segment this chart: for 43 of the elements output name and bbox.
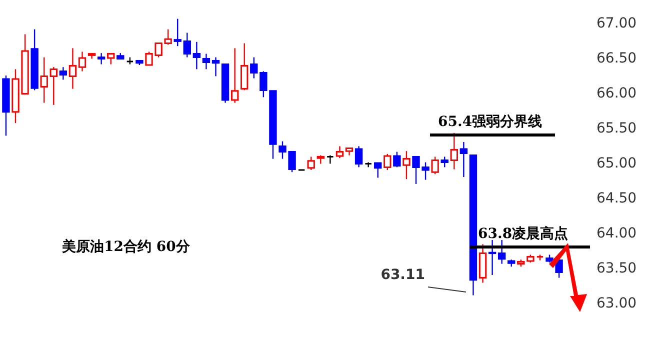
candlestick	[107, 53, 115, 65]
candlestick	[230, 48, 239, 104]
candlestick	[68, 48, 77, 90]
y-tick-label: 66.50	[596, 50, 637, 66]
candlestick	[354, 146, 363, 168]
candlestick	[431, 156, 439, 175]
candlestick	[460, 141, 468, 178]
candlestick	[212, 56, 220, 77]
candlestick	[440, 156, 448, 168]
candlestick	[192, 41, 201, 70]
candlestick	[384, 153, 392, 171]
candlestick	[59, 66, 68, 80]
y-tick-label: 65.50	[596, 120, 637, 136]
y-tick-label: 66.00	[596, 86, 637, 102]
y-tick-label: 65.00	[596, 156, 637, 172]
candlestick	[393, 151, 401, 168]
candlestick	[250, 56, 258, 79]
candlestick	[202, 53, 210, 70]
candlestick	[40, 56, 48, 104]
y-tick-label: 67.00	[596, 16, 637, 32]
candlestick	[498, 239, 506, 264]
candlestick	[240, 42, 248, 91]
candlestick	[402, 150, 410, 180]
candlestick	[78, 51, 86, 72]
candlestick	[183, 32, 191, 58]
ref-line-label: 63.8凌晨高点	[478, 225, 568, 242]
ref-line-label: 65.4强弱分界线	[438, 114, 542, 130]
candlestick	[307, 156, 315, 171]
y-tick-label: 64.50	[596, 190, 637, 206]
candlestick	[97, 52, 106, 65]
annotation: 美原油12合约 60分	[61, 238, 191, 255]
annotation: 63.11	[380, 267, 425, 283]
candlestick	[555, 260, 563, 278]
candlestick	[50, 66, 58, 106]
y-tick-label: 63.00	[596, 296, 637, 312]
candlestick	[336, 146, 344, 159]
candlestick	[174, 18, 182, 47]
candlestick	[374, 162, 382, 178]
y-tick-label: 63.50	[596, 260, 637, 276]
y-tick-label: 64.00	[596, 226, 637, 242]
candlestick	[450, 132, 458, 170]
candlestick	[488, 239, 496, 276]
candlestick	[326, 154, 334, 164]
